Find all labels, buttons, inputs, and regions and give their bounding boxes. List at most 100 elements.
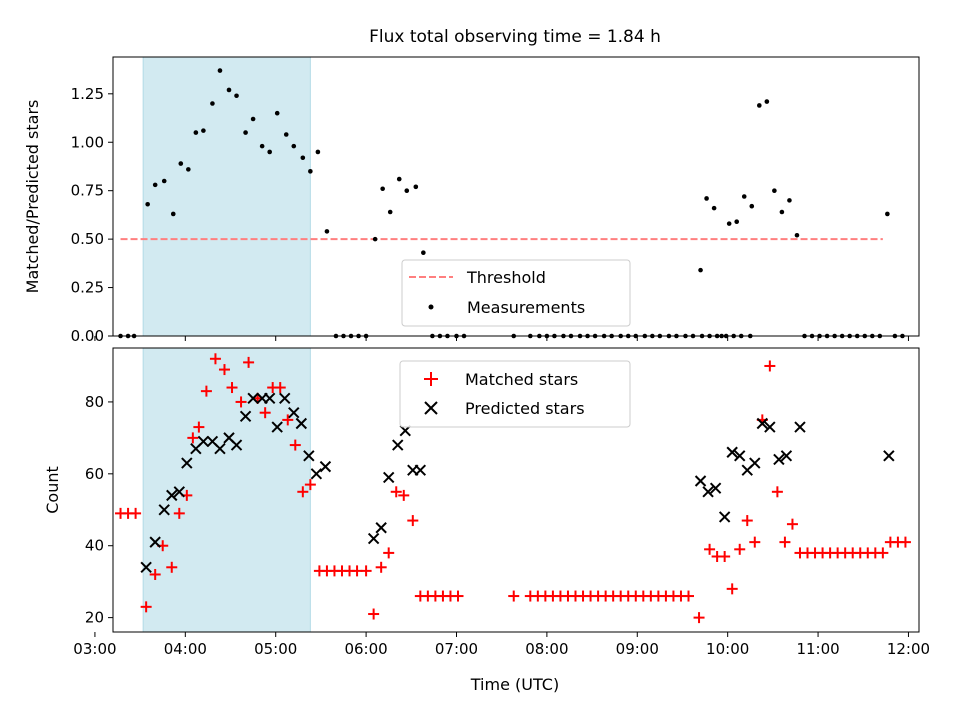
matched-star-point <box>274 382 286 394</box>
measurement-point <box>749 203 755 209</box>
matched-star-point <box>749 536 761 548</box>
predicted-star-point <box>367 532 380 545</box>
predicted-legend-marker <box>424 401 438 415</box>
measurement-point <box>274 110 280 116</box>
threshold-legend-label: Threshold <box>466 268 546 287</box>
y-tick-label: 0.00 <box>71 327 104 345</box>
matched-star-point <box>304 479 316 491</box>
measurement-point <box>757 103 762 108</box>
top-panel: 0.00 0.25 0.50 0.75 1.00 1.25 Matched/Predict… <box>23 56 920 345</box>
x-tick-label: 08:00 <box>525 640 568 658</box>
predicted-star-point <box>263 392 276 405</box>
x-axis-label: Time (UTC) <box>470 675 559 694</box>
matched-star-point <box>771 486 783 498</box>
matched-star-point <box>282 414 294 426</box>
chart-title: Flux total observing time = 1.84 h <box>369 27 661 47</box>
measurement-point <box>387 209 393 215</box>
measurement-point <box>413 184 419 190</box>
measurement-point <box>726 221 732 226</box>
predicted-star-point <box>734 450 746 462</box>
bottom-legend-box <box>399 360 631 428</box>
predicted-star-point <box>279 392 291 405</box>
predicted-star-point <box>718 511 731 523</box>
x-tick-label: 10:00 <box>706 640 749 658</box>
predicted-star-point <box>303 450 315 462</box>
predicted-star-point <box>149 536 161 548</box>
predicted-star-point <box>773 453 785 466</box>
matched-star-point <box>779 536 791 548</box>
matched-star-point <box>259 407 271 419</box>
bottom-plot-marks <box>115 353 911 624</box>
measurement-point <box>421 250 426 255</box>
matched-star-point <box>200 385 212 397</box>
x-tick-label: 03:00 <box>73 640 116 658</box>
matched-star-point <box>166 561 178 573</box>
predicted-star-point <box>794 421 806 433</box>
y-tick-label: 1.25 <box>71 85 104 103</box>
measurement-point <box>772 188 777 193</box>
measurement-point <box>885 211 890 217</box>
matched-star-point <box>235 396 247 408</box>
predicted-star-point <box>780 450 793 462</box>
predicted-legend-label: Predicted stars <box>465 399 585 418</box>
predicted-star-point <box>764 421 776 433</box>
measurement-point <box>324 229 330 234</box>
x-tick-label: 09:00 <box>616 640 659 658</box>
matched-star-point <box>193 421 205 433</box>
matched-star-point <box>289 439 301 451</box>
predicted-star-point <box>414 464 427 476</box>
top-legend: Threshold Measurements <box>401 259 631 327</box>
predicted-star-point <box>749 457 761 469</box>
measurement-point <box>210 101 215 106</box>
measurement-point <box>259 143 265 149</box>
measurement-point <box>300 155 306 161</box>
measurement-point <box>170 211 176 217</box>
predicted-star-point <box>158 504 170 516</box>
measurement-point <box>764 99 770 104</box>
y-tick-label: 0.75 <box>71 182 104 200</box>
predicted-star-point <box>181 457 193 469</box>
predicted-star-point <box>883 450 895 462</box>
predicted-star-point <box>271 421 283 433</box>
measurement-point <box>315 149 321 155</box>
matched-star-point <box>719 551 731 563</box>
predicted-star-point <box>392 439 404 451</box>
measurement-point <box>396 176 402 182</box>
matched-star-point <box>734 543 746 555</box>
matched-star-point <box>368 608 380 620</box>
predicted-star-point <box>726 446 738 458</box>
predicted-star-point <box>382 471 395 484</box>
measurement-point <box>698 267 703 273</box>
top-axis-ticks: 0.00 0.25 0.50 0.75 1.00 1.25 <box>71 85 909 345</box>
measurement-point <box>243 130 248 135</box>
measurement-point <box>145 201 150 207</box>
predicted-star-point <box>375 522 387 534</box>
matched-star-point <box>508 590 520 602</box>
matched-star-point <box>297 486 309 498</box>
bottom-axis-ticks: 03:00 04:00 05:00 06:00 07:00 08:00 09:00 10:00… <box>73 393 930 658</box>
matched-star-point <box>407 515 419 527</box>
y-tick-label: 0.50 <box>71 230 104 248</box>
measurement-point <box>178 161 184 166</box>
measurement-point <box>283 132 289 137</box>
y-tick-label: 0.25 <box>71 279 104 297</box>
predicted-star-point <box>288 407 300 419</box>
highlight-span <box>142 56 311 337</box>
measurement-point <box>787 198 792 203</box>
x-tick-label: 06:00 <box>344 640 387 658</box>
measurement-point <box>201 128 206 133</box>
predicted-star-point <box>247 392 259 405</box>
measurement-point <box>404 188 410 193</box>
matched-star-point <box>218 364 230 376</box>
bottom-y-axis-label: Count <box>43 466 62 514</box>
top-plot-marks <box>118 68 905 339</box>
matched-star-point <box>899 536 911 548</box>
measurement-point <box>704 196 709 201</box>
measurement-point <box>779 209 785 215</box>
measurement-point <box>267 149 272 155</box>
matched-star-point <box>383 547 395 559</box>
measurement-point <box>193 130 199 135</box>
x-tick-label: 11:00 <box>796 640 839 658</box>
measurement-point <box>226 87 232 93</box>
